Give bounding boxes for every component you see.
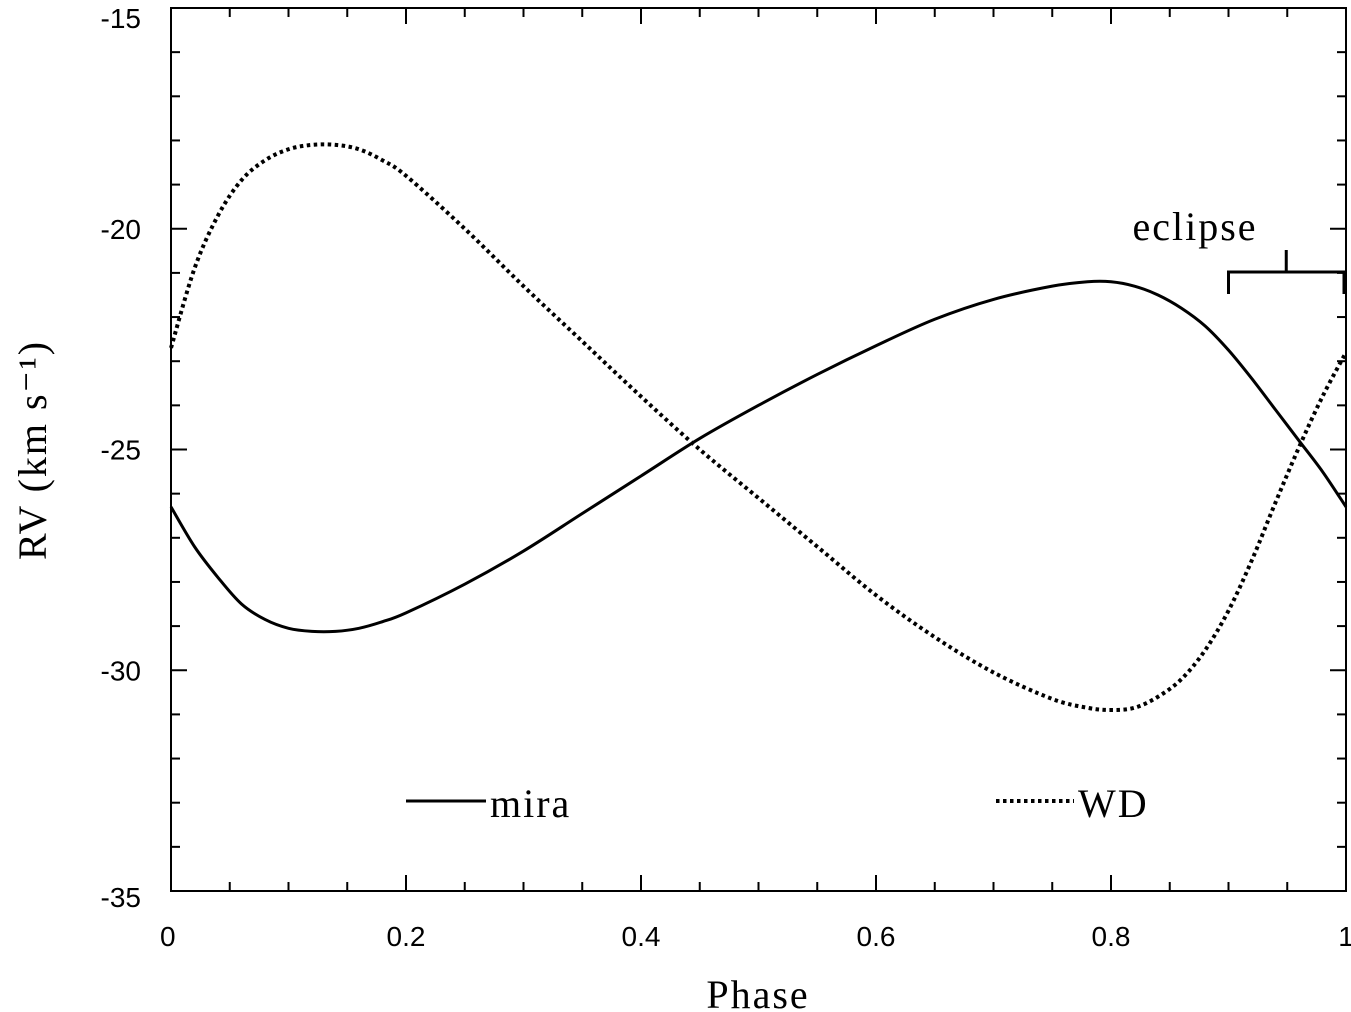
series-line-wd [169, 142, 1348, 712]
plot-frame-group [170, 7, 1347, 892]
legend-label-wd: WD [1078, 781, 1149, 826]
y-tick-label: -25 [101, 435, 141, 466]
x-tick-label: 0.6 [857, 921, 896, 952]
series-layer [169, 142, 1348, 712]
y-tick-label: -20 [101, 214, 141, 245]
eclipse-label: eclipse [1132, 204, 1257, 249]
y-tick-label: -30 [101, 655, 141, 686]
eclipse-bracket [1227, 250, 1346, 294]
y-tick-label: -15 [101, 3, 141, 34]
x-tick-label: 0 [160, 921, 176, 952]
y-tick-label: -35 [101, 882, 141, 913]
x-tick-label: 0.2 [387, 921, 426, 952]
eclipse-annotation: eclipse [1132, 204, 1346, 294]
x-axis-title: Phase [706, 972, 809, 1012]
legend-label-mira: mira [490, 781, 571, 826]
x-tick-label: 1 [1338, 921, 1351, 952]
plot-frame [170, 7, 1347, 892]
legend: mira WD [406, 781, 1149, 826]
x-tick-label: 0.4 [622, 921, 661, 952]
x-tick-label: 0.8 [1092, 921, 1131, 952]
series-line-mira [169, 279, 1348, 634]
y-axis-title: RV (km s⁻¹) [10, 340, 55, 560]
axis-ticks [170, 7, 1347, 892]
axis-tick-labels: 0 0.2 0.4 0.6 0.8 1 -15 -20 -25 -30 -35 [101, 3, 1351, 952]
